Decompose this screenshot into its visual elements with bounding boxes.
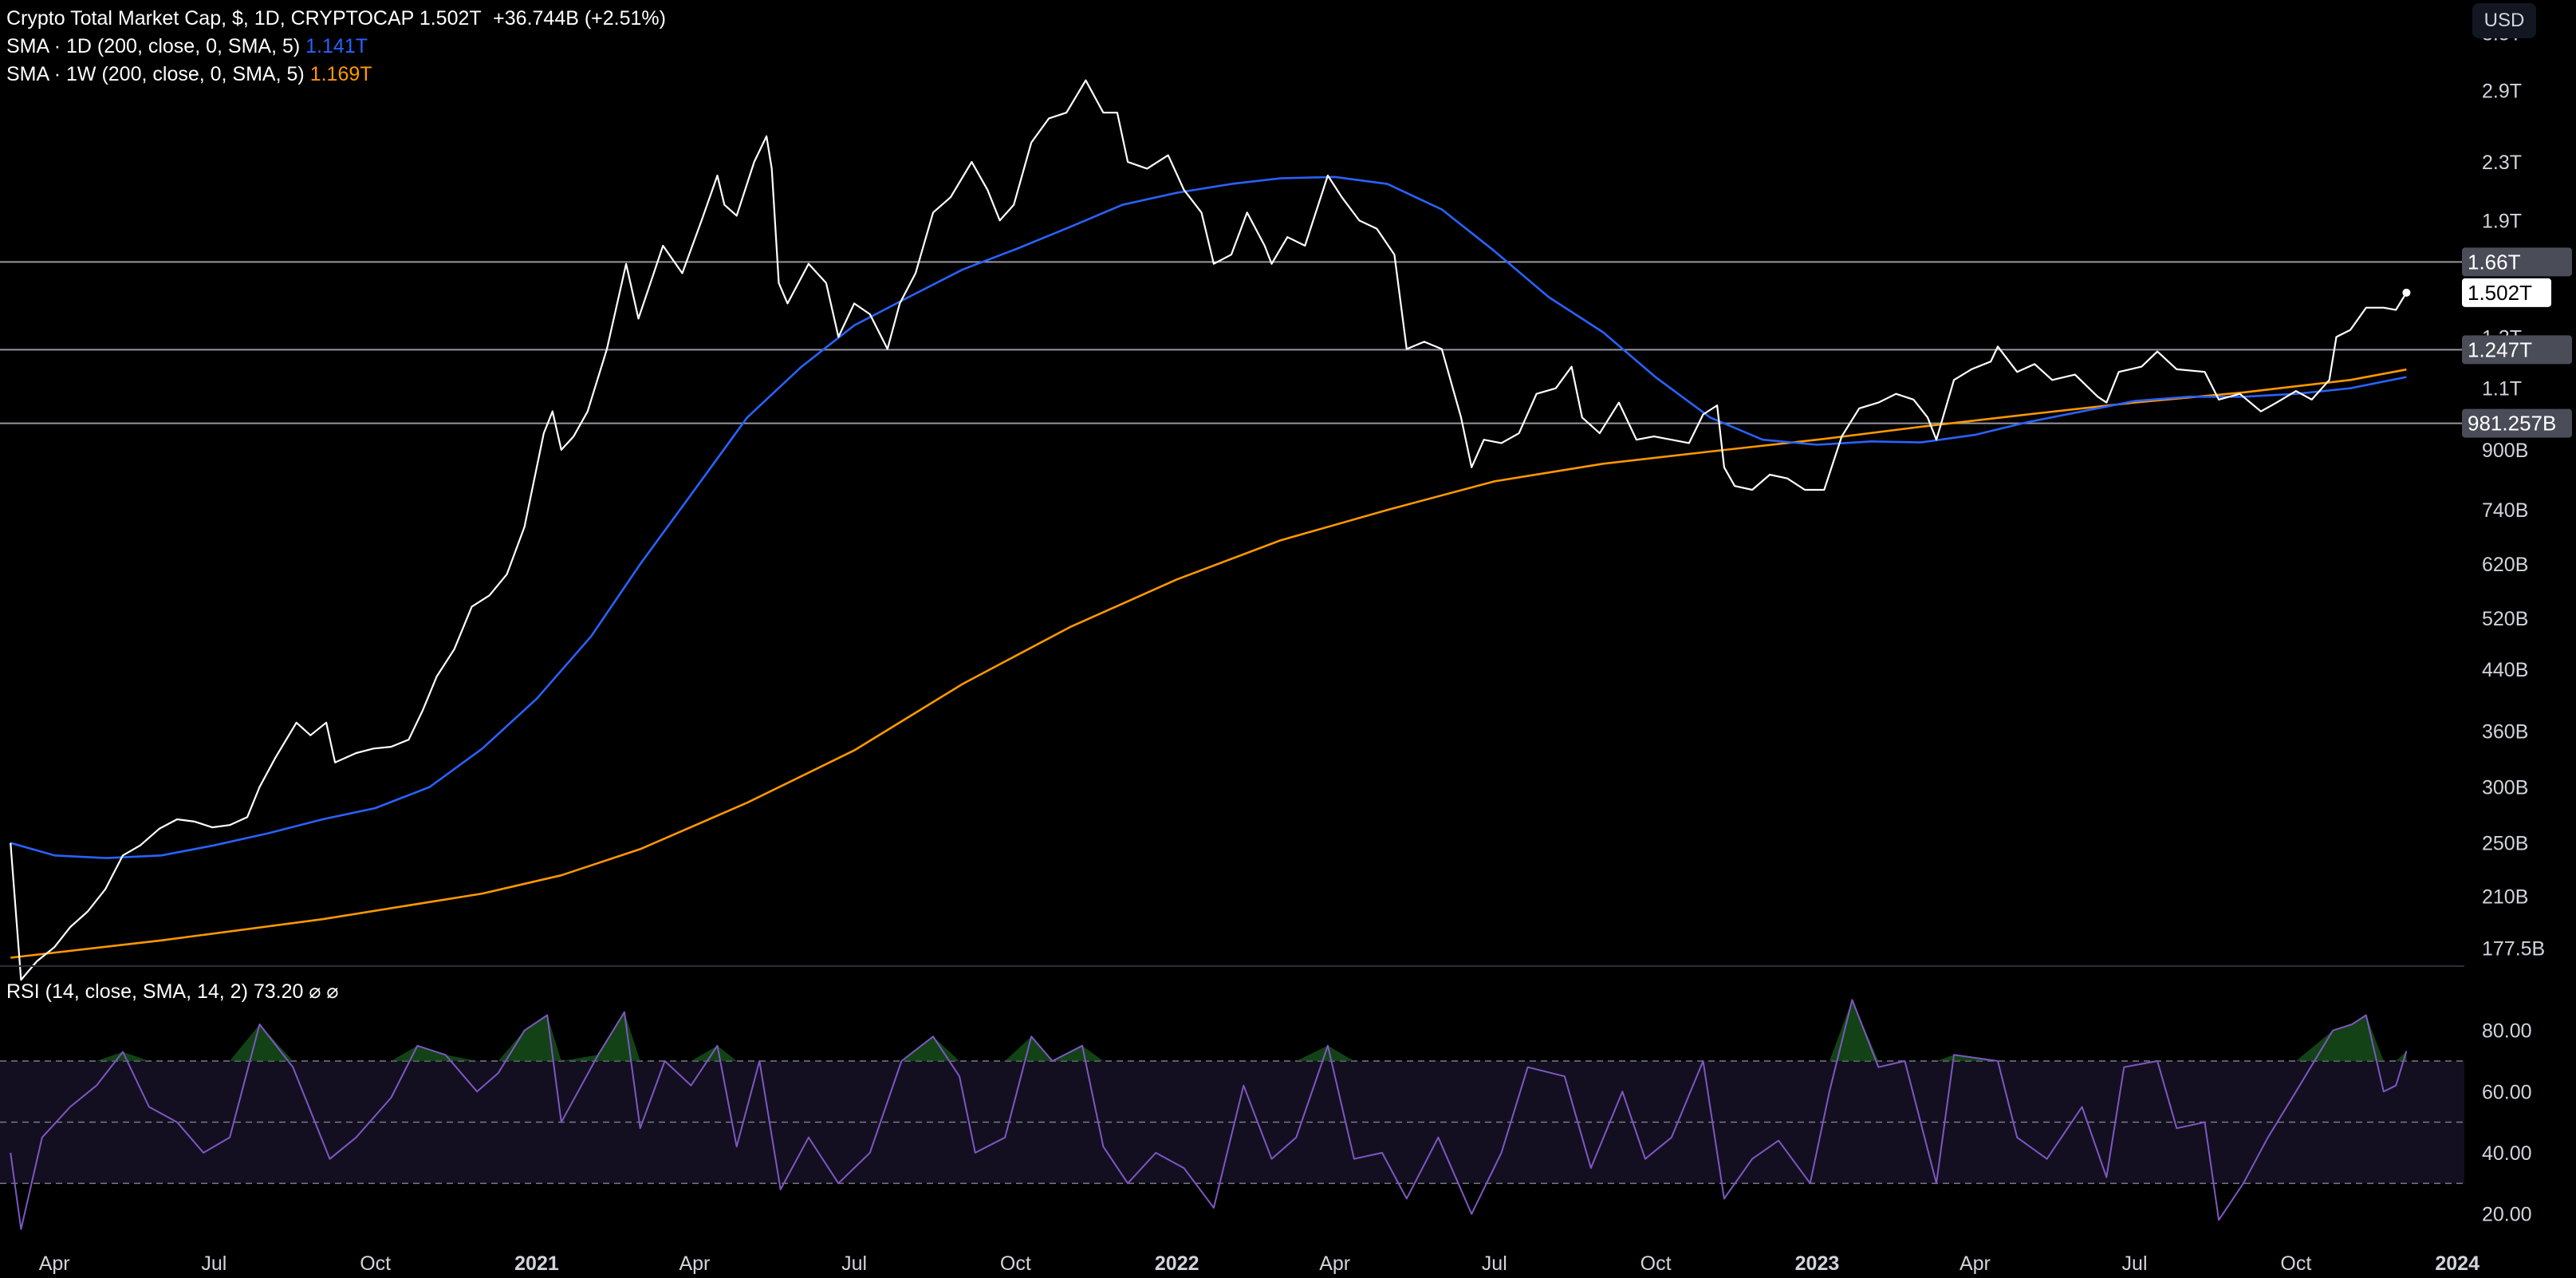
rsi-overbought-fill xyxy=(391,1045,478,1061)
symbol-row: Crypto Total Market Cap, $, 1D, CRYPTOCA… xyxy=(6,5,666,33)
price-axis-tick-label: 620B xyxy=(2482,554,2528,576)
sma-1w-line xyxy=(10,368,2407,959)
rsi-value: 73.20 xyxy=(253,980,304,1003)
time-axis-tick-label: Jul xyxy=(841,1252,867,1275)
price-axis-tick-label: 2.3T xyxy=(2482,152,2522,174)
time-axis-tick-label: Oct xyxy=(1641,1252,1672,1275)
price-axis-tick-label: 440B xyxy=(2482,659,2528,681)
level-badge-label: 1.66T xyxy=(2468,250,2521,274)
price-axis-tick-label: 740B xyxy=(2482,499,2528,522)
currency-selector[interactable]: USD xyxy=(2472,3,2536,38)
sma-1d-line xyxy=(10,176,2407,859)
rsi-overbought-fill xyxy=(498,1015,561,1061)
rsi-visibility-icons[interactable]: ⌀ ⌀ xyxy=(309,980,339,1003)
time-axis-tick-label: Oct xyxy=(2280,1252,2311,1275)
rsi-overbought-fill xyxy=(1052,1045,1104,1061)
axes[interactable]: 3.5T2.9T2.3T1.9T1.3T1.1T900B740B620B520B… xyxy=(39,22,2572,1275)
rsi-axis-tick-label: 20.00 xyxy=(2482,1204,2532,1226)
price-axis-tick-label: 300B xyxy=(2482,776,2528,799)
rsi-overbought-fill xyxy=(561,1012,640,1061)
rsi-axis-tick-label: 60.00 xyxy=(2482,1081,2532,1103)
time-axis-tick-label: Jul xyxy=(1482,1252,1507,1275)
time-axis-tick-label: 2024 xyxy=(2435,1252,2479,1275)
rsi-overbought-fill xyxy=(1829,1000,1879,1061)
time-axis-tick-label: Jul xyxy=(201,1252,226,1275)
last-price-value: 1.502T xyxy=(419,7,482,30)
price-change: +36.744B (+2.51%) xyxy=(493,7,666,30)
time-axis-tick-label: 2022 xyxy=(1155,1252,1199,1275)
time-axis-tick-label: 2023 xyxy=(1795,1252,1840,1275)
level-badge xyxy=(2462,247,2572,277)
level-badge xyxy=(2462,335,2572,365)
price-axis-tick-label: 2.9T xyxy=(2482,81,2522,103)
price-axis-tick-label: 210B xyxy=(2482,886,2528,909)
horizontal-levels[interactable] xyxy=(0,261,2464,424)
level-badge-label: 1.247T xyxy=(2468,337,2532,361)
rsi-label: RSI (14, close, SMA, 14, 2) xyxy=(6,980,248,1003)
time-axis-tick-label: Apr xyxy=(1319,1252,1350,1275)
price-axis-tick-label: 250B xyxy=(2482,833,2528,855)
sma-1w-value: 1.169T xyxy=(309,63,372,85)
rsi-pane[interactable] xyxy=(0,999,2464,1230)
sma-1w-row[interactable]: SMA · 1W (200, close, 0, SMA, 5) 1.169T xyxy=(6,61,666,89)
sma-1d-value: 1.141T xyxy=(305,35,368,57)
time-axis-tick-label: Oct xyxy=(360,1252,391,1275)
price-axis-tick-label: 900B xyxy=(2482,440,2528,462)
level-badge xyxy=(2462,408,2572,438)
last-price-badge xyxy=(2462,278,2551,307)
last-price-dot xyxy=(2402,288,2411,297)
price-pane[interactable] xyxy=(10,79,2411,981)
price-axis-tick-label: 520B xyxy=(2482,608,2528,630)
rsi-overbought-fill xyxy=(691,1045,737,1061)
rsi-overbought-fill xyxy=(2295,1015,2384,1061)
rsi-legend[interactable]: RSI (14, close, SMA, 14, 2) 73.20 ⌀ ⌀ xyxy=(6,980,338,1004)
price-line xyxy=(10,79,2408,981)
rsi-overbought-fill xyxy=(230,1024,293,1061)
sma-1d-label: SMA · 1D (200, close, 0, SMA, 5) xyxy=(6,35,301,57)
sma-1w-label: SMA · 1W (200, close, 0, SMA, 5) xyxy=(6,63,305,85)
level-badge-label: 981.257B xyxy=(2468,412,2556,436)
time-axis-tick-label: Apr xyxy=(679,1252,710,1275)
rsi-line xyxy=(10,999,2408,1230)
price-axis-tick-label: 360B xyxy=(2482,720,2528,743)
price-axis-tick-label: 1.9T xyxy=(2482,210,2522,232)
price-axis-tick-label: 1.1T xyxy=(2482,378,2522,400)
time-axis-tick-label: Apr xyxy=(39,1252,70,1275)
rsi-overbought-fill xyxy=(97,1051,149,1061)
time-axis-tick-label: Apr xyxy=(1960,1252,1991,1275)
symbol-title: Crypto Total Market Cap, $, 1D, CRYPTOCA… xyxy=(6,7,414,30)
last-price-badge-label: 1.502T xyxy=(2468,281,2532,305)
time-axis-tick-label: Jul xyxy=(2122,1252,2148,1275)
time-axis-tick-label: 2021 xyxy=(514,1252,559,1275)
rsi-axis-tick-label: 80.00 xyxy=(2482,1020,2532,1043)
rsi-axis-tick-label: 40.00 xyxy=(2482,1142,2532,1165)
chart-legend: Crypto Total Market Cap, $, 1D, CRYPTOCA… xyxy=(6,5,666,89)
sma-1d-row[interactable]: SMA · 1D (200, close, 0, SMA, 5) 1.141T xyxy=(6,33,666,61)
time-axis-tick-label: Oct xyxy=(1000,1252,1031,1275)
price-axis-tick-label: 177.5B xyxy=(2482,937,2545,960)
